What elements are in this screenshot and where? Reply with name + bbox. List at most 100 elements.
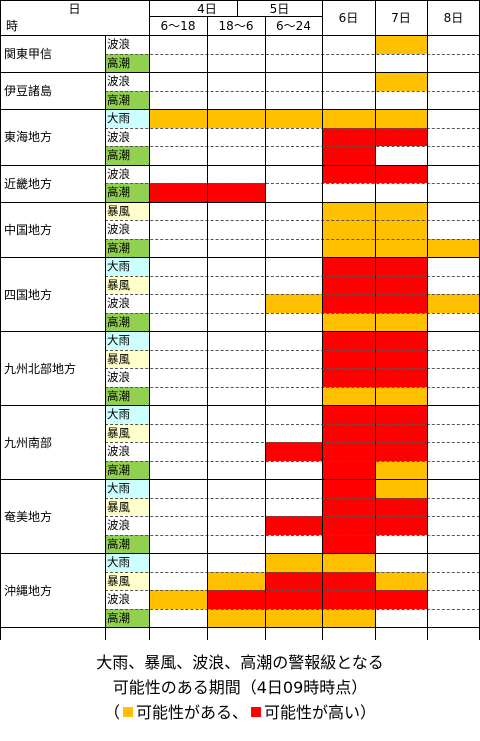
warning-cell-possible (322, 201, 375, 220)
warning-cell-high (149, 183, 207, 202)
header-day-7: 7日 (375, 0, 427, 35)
phenomenon-wave-label: 波浪 (105, 220, 149, 239)
warning-cell-high (322, 460, 375, 479)
row-separator (105, 460, 480, 462)
phenomenon-wave-label: 波浪 (105, 164, 149, 183)
row-separator (105, 368, 480, 369)
grid-hline (0, 479, 480, 480)
grid-vline (265, 16, 266, 640)
warning-cell-high (322, 257, 375, 276)
warning-cell-high (322, 331, 375, 350)
warning-cell-high (375, 164, 427, 183)
region-name: 伊豆諸島 (0, 72, 105, 109)
row-separator (105, 608, 480, 610)
grid-vline (322, 0, 323, 640)
row-separator (105, 497, 480, 499)
region-name: 九州南部 (0, 405, 105, 479)
row-separator (105, 220, 480, 221)
caption-legend: （ 可能性がある、 可能性が高い） (0, 700, 480, 725)
legend-high-label: 可能性が高い） (264, 703, 377, 722)
warning-cell-possible (375, 220, 427, 239)
warning-cell-possible (322, 553, 375, 572)
warning-cell-possible (207, 109, 265, 128)
warning-cell-high (322, 405, 375, 424)
grid-hline (149, 16, 322, 17)
warning-cell-high (322, 571, 375, 590)
caption-line2: 可能性のある期間（4日09時時点） (112, 678, 368, 697)
grid-hline (0, 164, 480, 166)
phenomenon-wave-label: 波浪 (105, 590, 149, 609)
warning-cell-possible (265, 294, 322, 313)
phenomenon-wave-label: 波浪 (105, 442, 149, 461)
row-separator (105, 423, 480, 425)
row-separator (105, 53, 480, 55)
phenomenon-tide-label: 高潮 (105, 183, 149, 202)
header-day-8: 8日 (427, 0, 480, 35)
warning-cell-possible (375, 386, 427, 405)
warning-cell-possible (322, 386, 375, 405)
phenomenon-rain-label: 大雨 (105, 331, 149, 350)
warning-cell-high (322, 127, 375, 146)
warning-cell-possible (375, 72, 427, 91)
warning-cell-possible (375, 460, 427, 479)
warning-cell-possible (375, 571, 427, 590)
row-separator (105, 312, 480, 314)
region-name: 四国地方 (0, 257, 105, 331)
warning-cell-high (375, 257, 427, 276)
warning-cell-possible (375, 238, 427, 257)
warning-cell-high (375, 442, 427, 461)
row-separator (105, 127, 480, 129)
phenomenon-wind-label: 暴風 (105, 571, 149, 590)
phenomenon-wave-label: 波浪 (105, 35, 149, 54)
warning-cell-high (322, 442, 375, 461)
warning-cell-possible (265, 608, 322, 627)
grid-vline (105, 35, 106, 640)
warning-cell-possible (322, 220, 375, 239)
warning-cell-high (375, 127, 427, 146)
warning-cell-high (207, 183, 265, 202)
phenomenon-tide-label: 高潮 (105, 386, 149, 405)
phenomenon-wave-label: 波浪 (105, 368, 149, 387)
row-separator (105, 294, 480, 295)
warning-cell-high (322, 294, 375, 313)
phenomenon-tide-label: 高潮 (105, 146, 149, 165)
warning-cell-high (322, 349, 375, 368)
grid-vline (207, 16, 208, 640)
phenomenon-tide-label: 高潮 (105, 534, 149, 553)
region-name: 東海地方 (0, 109, 105, 165)
caption-line1: 大雨、暴風、波浪、高潮の警報級となる (96, 653, 384, 672)
header-period-5: 6～24 (265, 16, 322, 35)
warning-cell-possible (375, 312, 427, 331)
row-separator (105, 534, 480, 536)
warning-cell-possible (265, 109, 322, 128)
grid-vline (0, 0, 1, 640)
row-separator (105, 90, 480, 92)
warning-cell-possible (322, 238, 375, 257)
warning-cell-high (375, 516, 427, 535)
warning-cell-possible (207, 608, 265, 627)
header-period-4-night: 18～6 (207, 16, 265, 35)
warning-cell-high (322, 590, 375, 609)
phenomenon-tide-label: 高潮 (105, 90, 149, 109)
warning-cell-high (322, 479, 375, 498)
warning-cell-possible (265, 553, 322, 572)
warning-cell-high (265, 590, 322, 609)
grid-hline (0, 201, 480, 203)
warning-cell-possible (322, 109, 375, 128)
row-separator (105, 516, 480, 517)
warning-cell-high (375, 497, 427, 516)
row-separator (105, 183, 480, 184)
phenomenon-wind-label: 暴風 (105, 497, 149, 516)
warning-cell-high (322, 423, 375, 442)
row-separator (105, 238, 480, 240)
warning-cell-possible (375, 201, 427, 220)
grid-hline (0, 627, 480, 628)
warning-cell-high (207, 590, 265, 609)
legend-possible-swatch (122, 707, 133, 717)
phenomenon-tide-label: 高潮 (105, 53, 149, 72)
warning-cell-high (375, 294, 427, 313)
row-separator (105, 386, 480, 388)
region-name: 関東甲信 (0, 35, 105, 72)
warning-cell-high (322, 146, 375, 165)
phenomenon-tide-label: 高潮 (105, 312, 149, 331)
